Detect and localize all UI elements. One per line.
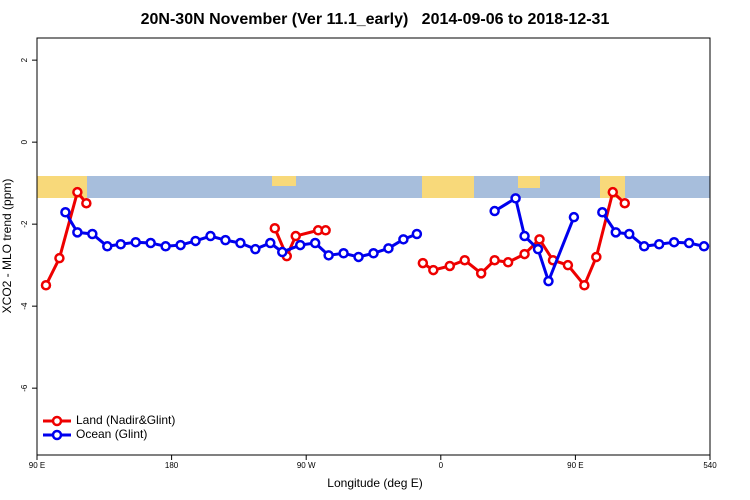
- x-tick-label: 90 W: [297, 461, 316, 470]
- point: [562, 259, 574, 271]
- point: [368, 248, 379, 259]
- point: [591, 251, 602, 263]
- point: [115, 238, 127, 250]
- point: [235, 237, 246, 249]
- legend-label: Land (Nadir&Glint): [76, 413, 175, 427]
- x-axis-label: Longitude (deg E): [327, 476, 422, 490]
- point: [54, 252, 65, 264]
- point: [102, 241, 113, 252]
- point: [383, 243, 394, 254]
- point: [568, 211, 580, 223]
- point: [619, 197, 631, 209]
- x-tick-label: 90 E: [567, 461, 583, 470]
- point: [475, 268, 487, 279]
- point: [417, 257, 429, 269]
- x-tick-label: 90 E: [29, 461, 45, 470]
- point: [683, 237, 695, 249]
- point: [519, 230, 530, 242]
- point: [72, 186, 83, 198]
- y-tick-label: -2: [20, 220, 29, 228]
- point: [638, 241, 650, 252]
- point: [87, 228, 98, 240]
- point: [489, 205, 500, 217]
- point: [579, 279, 590, 291]
- legend-marker: [51, 429, 63, 441]
- point: [220, 234, 231, 246]
- point: [40, 279, 52, 291]
- point: [610, 227, 622, 238]
- plot-frame: [36, 37, 711, 456]
- point: [320, 225, 331, 236]
- point: [489, 254, 500, 266]
- point: [444, 260, 456, 272]
- y-tick-label: 2: [20, 57, 29, 62]
- point: [60, 207, 71, 218]
- point: [294, 239, 306, 251]
- x-tick-label: 540: [703, 461, 717, 470]
- point: [534, 234, 545, 245]
- point: [519, 248, 530, 260]
- point: [130, 236, 141, 248]
- point: [175, 239, 186, 251]
- x-tick-label: 180: [165, 461, 179, 470]
- point: [532, 243, 544, 255]
- point: [72, 227, 83, 238]
- point: [338, 248, 349, 259]
- point: [269, 223, 281, 234]
- point: [502, 257, 514, 268]
- point: [411, 228, 423, 240]
- point: [323, 250, 334, 261]
- chart-title: 20N-30N November (Ver 11.1_early) 2014-0…: [141, 11, 610, 28]
- point: [290, 230, 301, 242]
- point: [205, 230, 216, 242]
- point: [459, 254, 470, 266]
- point: [145, 237, 156, 249]
- point: [668, 236, 680, 248]
- legend-label: Ocean (Glint): [76, 427, 147, 441]
- point: [428, 264, 439, 276]
- point: [398, 234, 409, 245]
- point: [190, 235, 201, 247]
- point: [623, 228, 635, 240]
- y-tick-label: -6: [20, 384, 29, 392]
- point: [510, 193, 521, 204]
- y-axis-label: XCO2 - MLO trend (ppm): [0, 179, 14, 314]
- point: [653, 238, 665, 250]
- point: [597, 207, 608, 218]
- point: [81, 197, 92, 209]
- point: [250, 243, 261, 255]
- point: [160, 241, 171, 252]
- point: [543, 275, 554, 287]
- point: [698, 241, 710, 252]
- point: [353, 251, 364, 263]
- legend-marker: [51, 415, 63, 427]
- point: [265, 237, 276, 249]
- point: [607, 186, 619, 198]
- y-tick-label: -4: [20, 302, 29, 310]
- x-tick-label: 0: [439, 461, 444, 470]
- point: [309, 237, 321, 249]
- y-tick-label: 0: [20, 139, 29, 144]
- point: [277, 246, 288, 258]
